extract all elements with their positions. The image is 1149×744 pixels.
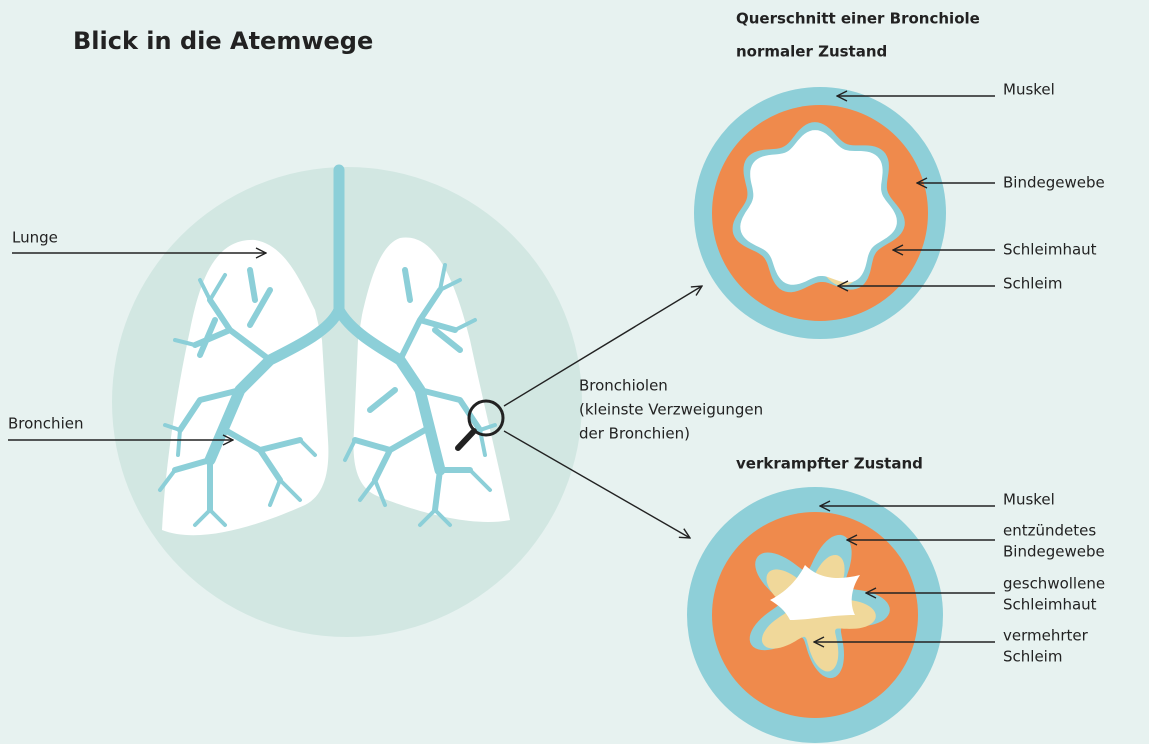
label: Bindegewebe [1003, 174, 1105, 192]
label: Muskel [1003, 81, 1055, 99]
title: Blick in die Atemwege [73, 27, 373, 55]
label: Schleimhaut [1003, 241, 1097, 259]
diagram: Blick in die Atemwege Lunge Bronchien Br… [0, 0, 1149, 744]
heading: normaler Zustand [736, 43, 887, 61]
label: entzündetes [1003, 522, 1096, 540]
label: Lunge [12, 229, 58, 247]
label: Schleim [1003, 275, 1062, 293]
heading: Querschnitt einer Bronchiole [736, 10, 980, 28]
heading: verkrampfter Zustand [736, 455, 923, 473]
label: geschwollene [1003, 575, 1105, 593]
label: Bindegewebe [1003, 543, 1105, 561]
label: Bronchiolen [579, 377, 668, 395]
label: Muskel [1003, 491, 1055, 509]
label: Schleimhaut [1003, 596, 1097, 614]
label: vermehrter [1003, 627, 1089, 645]
label: (kleinste Verzweigungen [579, 401, 763, 419]
label: der Bronchien) [579, 425, 690, 443]
label: Bronchien [8, 415, 83, 433]
label: Schleim [1003, 648, 1062, 666]
